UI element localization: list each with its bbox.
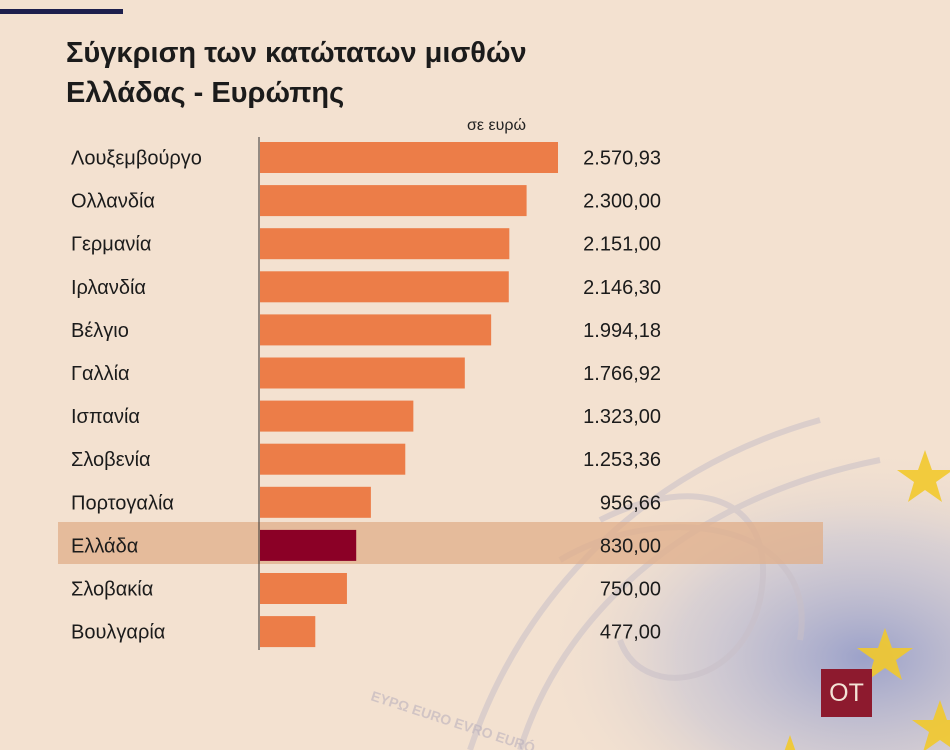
category-label: Βουλγαρία (71, 622, 165, 644)
category-label: Γερμανία (71, 234, 151, 256)
value-label: 1.994,18 (583, 320, 661, 342)
bar (260, 444, 405, 475)
category-label: Ολλανδία (71, 191, 155, 213)
value-label: 830,00 (600, 535, 661, 557)
value-label: 1.323,00 (583, 406, 661, 428)
category-label: Ελλάδα (71, 535, 138, 557)
category-label: Σλοβακία (71, 579, 153, 601)
bar (260, 573, 347, 604)
bar (260, 271, 509, 302)
bar (260, 358, 465, 389)
bar (260, 185, 527, 216)
value-label: 956,66 (600, 492, 661, 514)
ot-logo: ΟΤ (821, 669, 872, 717)
value-label: 1.253,36 (583, 449, 661, 471)
category-label: Λουξεμβούργο (71, 148, 202, 170)
bar (260, 314, 491, 345)
value-label: 2.146,30 (583, 277, 661, 299)
value-label: 477,00 (600, 622, 661, 644)
category-label: Βέλγιο (71, 320, 129, 342)
value-label: 2.151,00 (583, 234, 661, 256)
value-label: 2.300,00 (583, 191, 661, 213)
bar (260, 142, 558, 173)
value-label: 1.766,92 (583, 363, 661, 385)
category-label: Ιρλανδία (71, 277, 146, 299)
bar (260, 228, 509, 259)
bar-chart: Λουξεμβούργο 2.570,93 Ολλανδία 2.300,00 Γερμ… (0, 0, 950, 750)
value-label: 2.570,93 (583, 148, 661, 170)
category-label: Σλοβενία (71, 449, 151, 471)
category-label: Πορτογαλία (71, 492, 174, 514)
bar-highlighted (260, 530, 356, 561)
category-label: Ισπανία (71, 406, 140, 428)
bar (260, 487, 371, 518)
value-label: 750,00 (600, 579, 661, 601)
category-label: Γαλλία (71, 363, 130, 385)
bar (260, 401, 413, 432)
bar (260, 616, 315, 647)
